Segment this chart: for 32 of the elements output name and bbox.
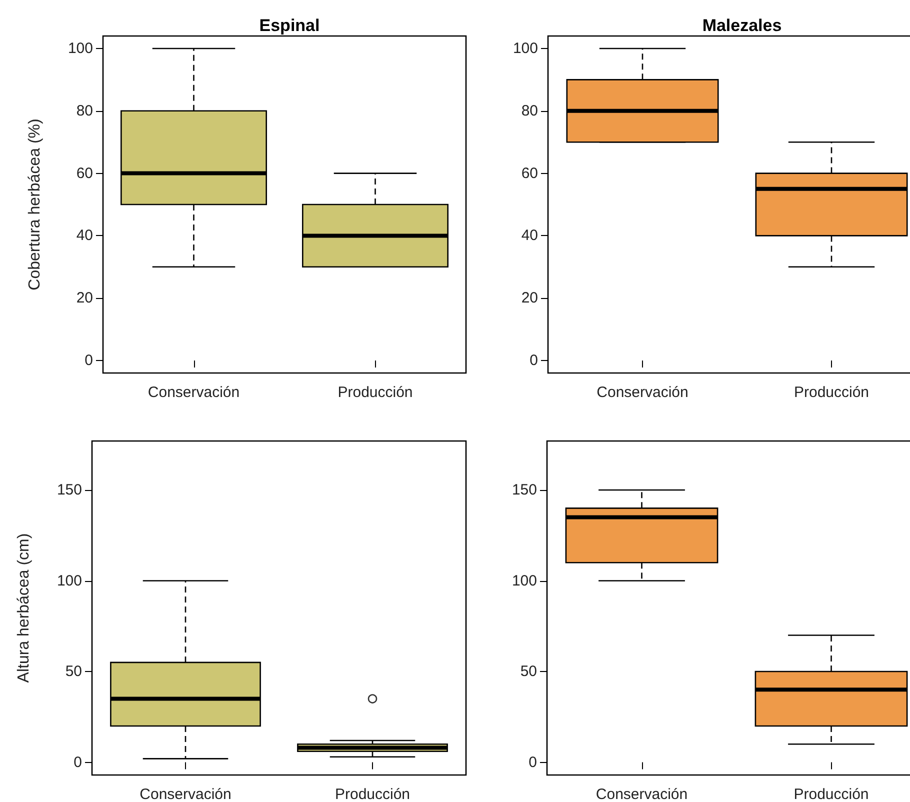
x-tick-label: Conservación xyxy=(596,384,688,401)
y-tick-label: 0 xyxy=(530,352,538,370)
y-tick-label: 100 xyxy=(512,572,537,590)
x-tick-label: Conservación xyxy=(596,786,688,802)
chart-title: Malezales xyxy=(702,16,782,35)
y-tick-label: 50 xyxy=(520,663,537,680)
y-tick-label: 60 xyxy=(76,164,93,182)
y-tick-label: 80 xyxy=(521,102,538,120)
y-tick-label: 80 xyxy=(76,102,93,120)
x-tick-label: Conservación xyxy=(140,786,232,802)
y-tick-label: 100 xyxy=(68,40,93,57)
y-tick-label: 100 xyxy=(56,572,82,590)
y-tick-label: 60 xyxy=(521,164,538,182)
y-axis-title: Altura herbácea (cm) xyxy=(16,533,32,683)
y-tick-label: 0 xyxy=(84,352,93,370)
y-tick-label: 20 xyxy=(521,290,538,307)
x-tick-label: Producción xyxy=(794,786,869,802)
x-tick-label: Producción xyxy=(794,384,870,401)
y-tick-label: 0 xyxy=(528,754,537,771)
x-tick-label: Producción xyxy=(338,384,413,401)
y-tick-label: 50 xyxy=(65,663,82,680)
chart-title: Espinal xyxy=(259,16,320,35)
x-tick-label: Conservación xyxy=(148,384,240,401)
y-tick-label: 0 xyxy=(74,754,82,771)
y-tick-label: 20 xyxy=(76,290,93,307)
y-axis-title: Cobertura herbácea (%) xyxy=(26,118,44,290)
y-tick-label: 100 xyxy=(512,40,538,57)
y-tick-label: 40 xyxy=(76,227,93,244)
y-tick-label: 150 xyxy=(56,482,82,499)
y-tick-label: 40 xyxy=(521,227,538,244)
y-tick-label: 150 xyxy=(512,482,537,499)
x-tick-label: Producción xyxy=(334,786,410,802)
